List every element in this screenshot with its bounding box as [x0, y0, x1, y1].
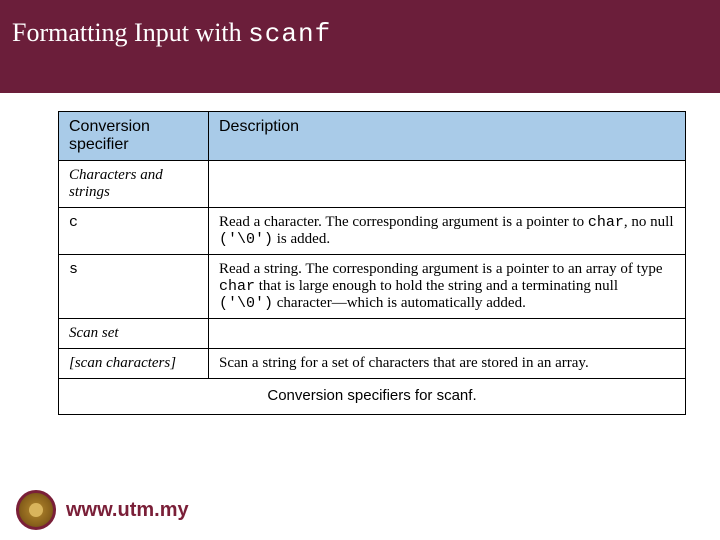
spec-c: c [59, 208, 209, 255]
header-col1: Conversion specifier [59, 112, 209, 161]
desc-c: Read a character. The corresponding argu… [209, 208, 686, 255]
desc-s-pre: Read a string. The corresponding argumen… [219, 261, 662, 277]
desc-s-mid: that is large enough to hold the string … [255, 278, 618, 294]
utm-logo-icon [16, 490, 56, 530]
title-bar: Formatting Input with scanf [0, 0, 720, 93]
desc-c-pre: Read a character. The corresponding argu… [219, 214, 588, 230]
title-text: Formatting Input with [12, 18, 248, 47]
scanf-table: Conversion specifier Description Charact… [58, 111, 686, 415]
desc-c-post: is added. [273, 231, 330, 247]
desc-scanset: Scan a string for a set of characters th… [209, 349, 686, 379]
spec-scanset: [scan characters] [59, 349, 209, 379]
empty-cell [209, 319, 686, 349]
desc-c-code1: char [588, 214, 624, 231]
section-chars: Characters and strings [59, 161, 209, 208]
footer-url: www.utm.my [66, 499, 189, 522]
section-row: Scan set [59, 319, 686, 349]
desc-s-post: character—which is automatically added. [273, 295, 526, 311]
spec-s: s [59, 255, 209, 319]
table-header-row: Conversion specifier Description [59, 112, 686, 161]
title-code: scanf [248, 19, 331, 49]
desc-c-code2: ('\0') [219, 231, 273, 248]
table-row: s Read a string. The corresponding argum… [59, 255, 686, 319]
desc-s-code2: ('\0') [219, 295, 273, 312]
table-caption: Conversion specifiers for scanf. [59, 379, 686, 415]
desc-s: Read a string. The corresponding argumen… [209, 255, 686, 319]
footer: www.utm.my [16, 490, 189, 530]
section-scanset: Scan set [59, 319, 209, 349]
content-area: Conversion specifier Description Charact… [0, 93, 720, 415]
desc-s-code1: char [219, 278, 255, 295]
empty-cell [209, 161, 686, 208]
section-row: Characters and strings [59, 161, 686, 208]
table-row: c Read a character. The corresponding ar… [59, 208, 686, 255]
table-row: [scan characters] Scan a string for a se… [59, 349, 686, 379]
header-col2: Description [209, 112, 686, 161]
desc-c-mid: , no null [624, 214, 674, 230]
caption-row: Conversion specifiers for scanf. [59, 379, 686, 415]
